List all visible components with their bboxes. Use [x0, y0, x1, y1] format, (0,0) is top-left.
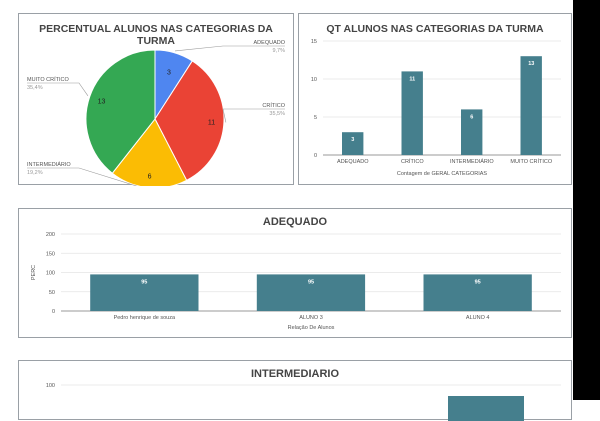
y-axis-label: PERC [31, 265, 37, 280]
y-tick-label: 100 [46, 383, 55, 389]
pie-callout-percent: 35,5% [269, 111, 285, 117]
adequado-bar-chart: 0 50 100 150 200 95 Pedro henrique de souza 95 A… [31, 232, 561, 331]
pie-chart-panel: PERCENTUAL ALUNOS NAS CATEGORIAS DA TURM… [18, 13, 294, 186]
pie-slice [111, 118, 188, 186]
pie-callout-label: ADEQUADO [254, 40, 286, 46]
x-tick-label: ADEQUADO [337, 159, 369, 165]
intermediario-chart-title: INTERMEDIARIO [251, 368, 339, 380]
pie-callout-line [27, 82, 89, 96]
y-tick-label: 0 [52, 309, 55, 315]
pie-callout-label: MUITO CRÍTICO [27, 76, 69, 83]
y-tick-label: 200 [46, 232, 55, 238]
pie-chart-title: PERCENTUAL ALUNOS NAS CATEGORIAS DA TURM… [39, 23, 273, 47]
adequado-chart-panel: ADEQUADO 0 50 100 150 200 95 Pedro henrique de… [18, 208, 572, 338]
bar-data-label: 3 [351, 137, 354, 143]
pie-callout-percent: 35,4% [27, 85, 43, 91]
x-tick-label: MUITO CRÍTICO [510, 158, 552, 165]
pie-slice [85, 49, 156, 174]
bar [520, 56, 542, 156]
bar [401, 71, 423, 155]
intermediario-chart-panel: INTERMEDIARIO 100 [18, 360, 572, 421]
bar-data-label: 95 [475, 279, 481, 285]
bar-data-label: 95 [308, 279, 314, 285]
y-tick-label: 10 [311, 77, 317, 83]
bar-data-label: 13 [528, 61, 534, 67]
bar [342, 132, 364, 155]
x-tick-label: INTERMEDIÁRIO [450, 158, 494, 165]
pie-slice-value: 13 [98, 99, 106, 106]
bar-data-label: 6 [470, 114, 473, 120]
pie-callout-line [222, 108, 285, 123]
y-tick-label: 0 [314, 153, 317, 159]
x-tick-label: Pedro henrique de souza [114, 315, 176, 321]
x-axis-label: Contagem de GERAL CATEGORIAS [397, 171, 488, 177]
bar-data-label: 95 [141, 279, 147, 285]
bar [461, 109, 483, 155]
bar-data-label: 11 [409, 76, 415, 82]
count-chart-title: QT ALUNOS NAS CATEGORIAS DA TURMA [326, 23, 544, 35]
window-edge [573, 0, 600, 400]
y-tick-label: 150 [46, 251, 55, 257]
count-bar-chart: 0 5 10 15 3 ADEQUADO 11 CRÍTICO 6 INTERMEDIÁRIO 13… [311, 39, 561, 177]
x-tick-label: ALUNO 4 [466, 315, 490, 321]
x-tick-label: CRÍTICO [401, 158, 424, 165]
bar [256, 274, 366, 311]
pie-slice-value: 6 [148, 173, 152, 180]
pie-callout-percent: 9,7% [272, 48, 285, 54]
pie-callout-label: CRÍTICO [262, 102, 285, 109]
y-tick-label: 100 [46, 271, 55, 277]
pie-slice [154, 60, 225, 182]
pie-chart: 3 ADEQUADO 9,7% 11 CRÍTICO 35,5% 6 INTERMEDIÁRI… [27, 40, 286, 186]
count-bar-chart-panel: QT ALUNOS NAS CATEGORIAS DA TURMA 0 5 10 15… [298, 13, 572, 185]
adequado-chart-title: ADEQUADO [262, 216, 328, 228]
bar [423, 274, 532, 311]
y-tick-label: 15 [311, 39, 317, 45]
x-axis-label: Relação De Alunos [288, 325, 335, 331]
pie-callout-percent: 19,2% [27, 170, 43, 176]
x-tick-label: ALUNO 3 [299, 315, 323, 321]
intermediario-bar-chart: 100 [46, 383, 561, 421]
pie-callout-line [174, 45, 285, 52]
pie-slice-value: 11 [208, 120, 215, 127]
pie-callout-line [27, 167, 138, 186]
pie-slice-value: 3 [167, 69, 171, 76]
y-tick-label: 5 [314, 115, 317, 121]
bar [90, 274, 199, 311]
y-tick-label: 50 [49, 290, 55, 296]
pie-callout-label: INTERMEDIÁRIO [27, 161, 71, 168]
